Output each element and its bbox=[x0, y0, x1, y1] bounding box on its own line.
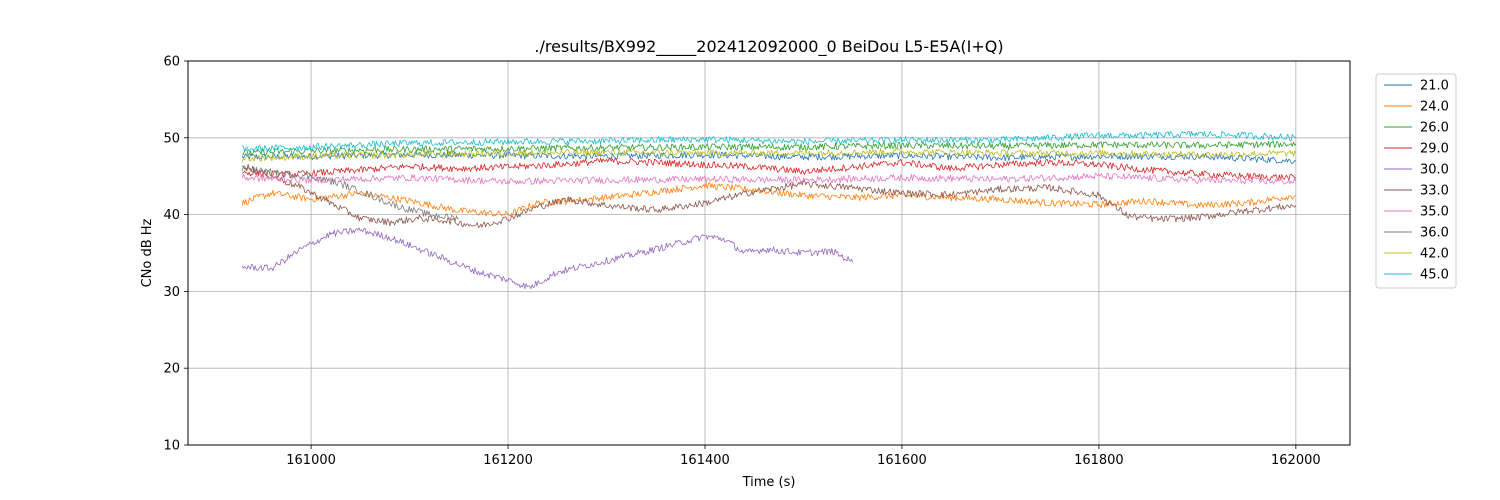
ticks: 161000 161200 161400 161600 161800 162000 10 20… bbox=[163, 55, 1320, 469]
chart-title: ./results/BX992_____202412092000_0 BeiDo… bbox=[534, 37, 1003, 57]
legend-label: 29.0 bbox=[1420, 142, 1449, 157]
y-tick-label: 60 bbox=[163, 55, 180, 70]
x-axis-label: Time (s) bbox=[742, 475, 796, 490]
series-line-29.0 bbox=[241, 157, 1296, 182]
legend-label: 36.0 bbox=[1420, 226, 1449, 241]
series-layer bbox=[241, 130, 1297, 290]
legend-label: 21.0 bbox=[1420, 79, 1449, 94]
x-tick-label: 162000 bbox=[1271, 453, 1321, 468]
legend-label: 45.0 bbox=[1420, 268, 1449, 283]
legend-label: 30.0 bbox=[1420, 163, 1449, 178]
series-line-26.0 bbox=[242, 140, 1297, 157]
y-tick-label: 40 bbox=[163, 208, 180, 223]
x-tick-label: 161400 bbox=[680, 453, 730, 468]
plot-area bbox=[187, 60, 1351, 446]
series-line-30.0 bbox=[241, 227, 854, 290]
y-tick-label: 10 bbox=[163, 439, 180, 454]
series-line-24.0 bbox=[241, 182, 1296, 217]
series-line-42.0 bbox=[241, 148, 1297, 163]
legend-label: 33.0 bbox=[1420, 184, 1449, 199]
series-line-45.0 bbox=[242, 130, 1297, 153]
series-line-33.0 bbox=[241, 163, 1297, 228]
series-line-36.0 bbox=[241, 165, 459, 222]
legend-label: 42.0 bbox=[1420, 247, 1449, 262]
y-tick-label: 20 bbox=[163, 362, 180, 377]
legend: 21.0 24.0 26.0 29.0 30.0 33.0 35.0 36.0 42.0 45.0 bbox=[1375, 73, 1457, 289]
legend-label: 24.0 bbox=[1420, 100, 1449, 115]
x-tick-label: 161600 bbox=[877, 453, 927, 468]
y-axis-label: CNo dB Hz bbox=[140, 218, 155, 287]
y-tick-label: 30 bbox=[163, 285, 180, 300]
x-tick-label: 161800 bbox=[1074, 453, 1124, 468]
grid bbox=[188, 60, 1350, 446]
legend-label: 26.0 bbox=[1420, 121, 1449, 136]
series-line-35.0 bbox=[241, 172, 1297, 185]
x-tick-label: 161200 bbox=[483, 453, 533, 468]
y-tick-label: 50 bbox=[163, 131, 180, 146]
series-line-21.0 bbox=[241, 151, 1296, 165]
legend-label: 35.0 bbox=[1420, 205, 1449, 220]
x-tick-label: 161000 bbox=[286, 453, 336, 468]
